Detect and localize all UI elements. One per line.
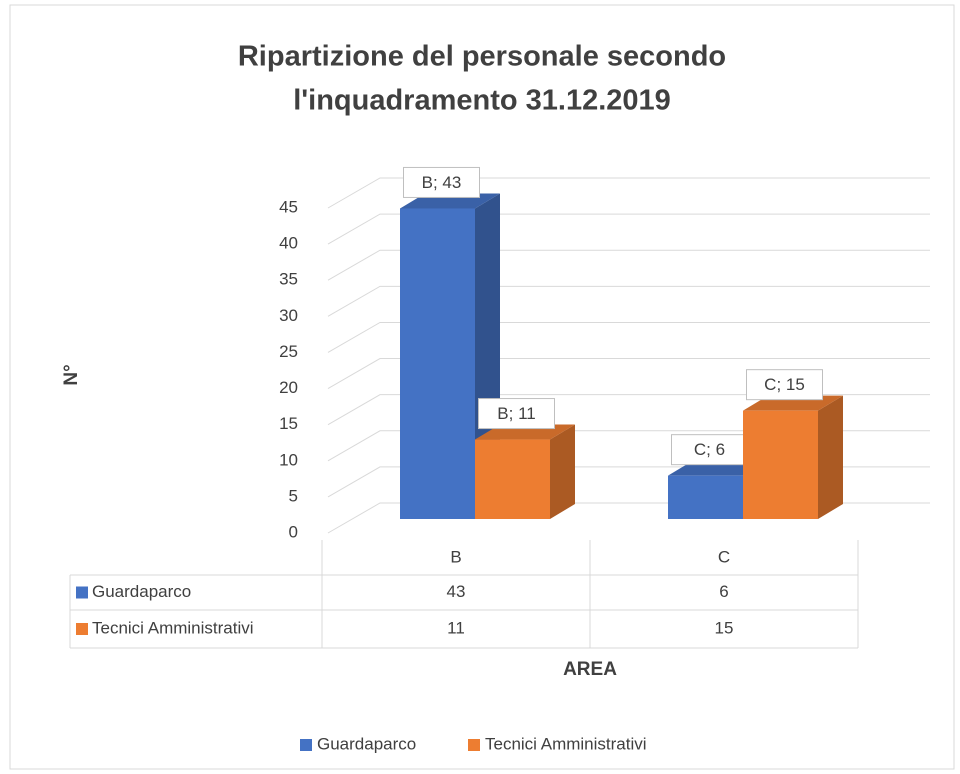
data-label-box <box>403 166 480 198</box>
grid-line <box>327 285 930 317</box>
y-axis-title: N° <box>61 364 82 385</box>
grid-line <box>327 358 930 389</box>
legend-label: Guardaparco <box>317 734 416 753</box>
data-label: B; 11 <box>497 404 535 423</box>
bar <box>475 439 550 519</box>
legend-label: Tecnici Amministrativi <box>485 734 647 753</box>
y-tick-label: 30 <box>279 306 298 325</box>
y-tick-label: 10 <box>279 450 298 469</box>
data-label: C; 15 <box>764 375 805 394</box>
y-tick-label: 20 <box>279 378 298 397</box>
y-tick-label: 40 <box>279 234 298 253</box>
x-tick-label: B <box>450 547 461 566</box>
table-legend-key <box>76 586 88 599</box>
legend-key <box>300 739 312 751</box>
bar <box>668 475 743 519</box>
legend-key <box>468 739 480 751</box>
table-row-label: Tecnici Amministrativi <box>92 618 254 637</box>
table-row-label: Guardaparco <box>92 582 191 601</box>
data-label: C; 6 <box>694 440 725 459</box>
data-label-box <box>746 369 823 401</box>
y-tick-label: 0 <box>289 522 298 541</box>
table-cell: 6 <box>719 582 728 601</box>
data-label-box <box>478 398 555 430</box>
y-tick-label: 45 <box>279 197 298 216</box>
y-tick-label: 15 <box>279 414 298 433</box>
chart-title: l'inquadramento 31.12.2019 <box>293 85 671 117</box>
data-label: B; 43 <box>422 173 462 192</box>
table-cell: 11 <box>447 618 465 637</box>
y-tick-label: 35 <box>279 270 298 289</box>
table-legend-key <box>76 623 88 635</box>
y-tick-label: 5 <box>289 486 298 505</box>
chart-title: Ripartizione del personale secondo <box>238 41 726 73</box>
grid-line <box>327 177 930 209</box>
grid-line <box>327 321 930 353</box>
grid-line <box>327 249 930 281</box>
bar-side <box>550 424 575 519</box>
table-cell: 15 <box>715 618 734 637</box>
x-tick-label: C <box>718 547 730 566</box>
table-cell: 43 <box>447 582 466 601</box>
grid-line <box>327 213 930 245</box>
y-tick-label: 25 <box>279 342 298 361</box>
bar-side <box>818 395 843 519</box>
data-label-box <box>671 434 748 466</box>
bar <box>400 208 475 519</box>
bar <box>743 410 818 519</box>
x-axis-title: AREA <box>563 659 617 680</box>
